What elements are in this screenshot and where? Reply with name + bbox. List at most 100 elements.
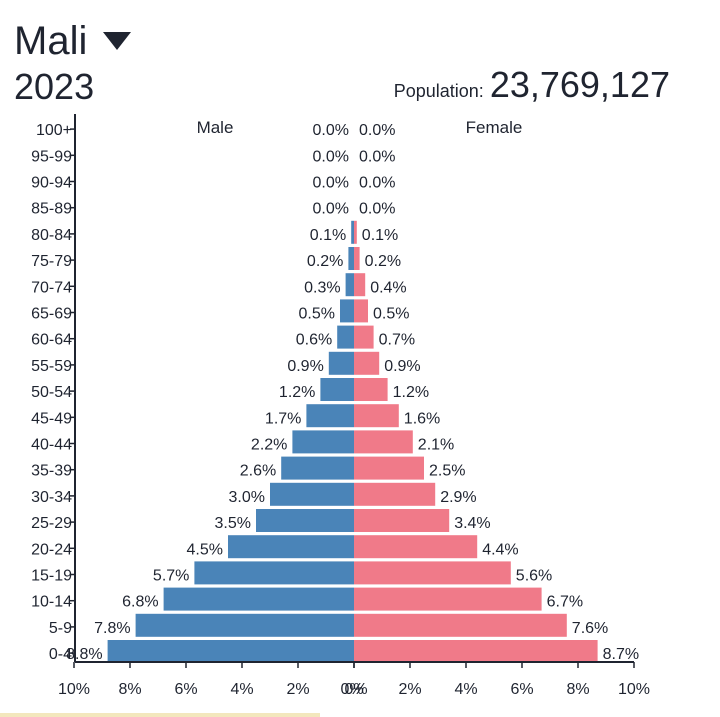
country-name: Mali [14, 19, 88, 63]
female-value-label: 1.6% [404, 410, 440, 427]
age-label: 75-79 [31, 253, 72, 270]
female-value-label: 0.5% [373, 306, 409, 323]
labels-layer: 100+ 0.0% 0.0% 95-99 0.0% 0.0% 90-94 0.0% 0.0% 85… [31, 118, 650, 698]
age-label: 30-34 [31, 489, 72, 506]
age-label: 90-94 [31, 175, 72, 192]
age-label: 55-59 [31, 358, 72, 375]
age-label: 45-49 [31, 410, 72, 427]
male-bar-5-9 [135, 613, 354, 637]
female-bar-75-79 [354, 247, 360, 270]
x-tick-label: 8% [566, 681, 589, 698]
age-label: 0-4 [49, 646, 72, 663]
male-value-label: 5.7% [153, 568, 189, 585]
female-value-label: 4.4% [482, 541, 518, 558]
country-selector[interactable]: Mali [14, 18, 132, 64]
male-value-label: 3.5% [215, 515, 251, 532]
bottom-accent-bar [0, 713, 320, 717]
male-bar-75-79 [348, 247, 354, 270]
female-bar-55-59 [354, 351, 380, 375]
female-bar-65-69 [354, 299, 368, 323]
male-bar-40-44 [292, 430, 354, 454]
male-value-label: 6.8% [122, 594, 158, 611]
female-value-label: 2.1% [418, 437, 454, 454]
age-label: 25-29 [31, 515, 72, 532]
population-value: 23,769,127 [489, 64, 670, 105]
age-label: 70-74 [31, 279, 72, 296]
male-value-label: 0.6% [296, 332, 332, 349]
female-bar-35-39 [354, 456, 424, 480]
male-value-label: 0.3% [304, 279, 340, 296]
male-value-label: 1.2% [279, 384, 315, 401]
chart-header: Mali 2023 Population: 23,769,127 [14, 14, 704, 114]
male-bar-25-29 [256, 509, 354, 532]
female-value-label: 5.6% [516, 568, 552, 585]
x-tick-label: 2% [286, 681, 309, 698]
female-bar-10-14 [354, 587, 542, 611]
male-value-label: 0.0% [313, 201, 349, 218]
female-bar-80-84 [354, 220, 357, 244]
x-tick-label: 4% [454, 681, 477, 698]
age-label: 15-19 [31, 568, 72, 585]
caret-down-icon[interactable] [103, 32, 132, 50]
male-value-label: 3.0% [229, 489, 265, 506]
male-value-label: 0.0% [313, 122, 349, 139]
male-bar-80-84 [351, 220, 354, 244]
female-value-label: 0.9% [384, 358, 420, 375]
x-tick-label: 0% [340, 681, 363, 698]
female-bar-30-34 [354, 482, 436, 506]
female-value-label: 0.0% [359, 122, 395, 139]
male-value-label: 2.6% [240, 463, 276, 480]
male-bar-70-74 [345, 273, 354, 297]
age-label: 95-99 [31, 148, 72, 165]
female-bar-15-19 [354, 561, 511, 585]
female-value-label: 0.0% [359, 148, 395, 165]
female-bar-0-4 [354, 640, 598, 663]
female-value-label: 0.1% [362, 227, 398, 244]
x-tick-label: 2% [398, 681, 421, 698]
female-value-label: 0.2% [365, 253, 401, 270]
female-value-label: 0.0% [359, 175, 395, 192]
age-label: 35-39 [31, 463, 72, 480]
legend-male: Male [197, 118, 234, 137]
male-bar-55-59 [328, 351, 354, 375]
female-value-label: 2.9% [440, 489, 476, 506]
age-label: 85-89 [31, 201, 72, 218]
male-value-label: 0.2% [307, 253, 343, 270]
female-bar-40-44 [354, 430, 413, 454]
male-bar-60-64 [337, 325, 354, 349]
male-value-label: 0.5% [299, 306, 335, 323]
male-bar-30-34 [270, 482, 354, 506]
age-label: 65-69 [31, 306, 72, 323]
male-bar-20-24 [228, 535, 354, 559]
male-bar-35-39 [281, 456, 354, 480]
female-value-label: 1.2% [393, 384, 429, 401]
x-tick-label: 10% [618, 681, 650, 698]
male-value-label: 0.9% [287, 358, 323, 375]
female-value-label: 2.5% [429, 463, 465, 480]
female-bar-25-29 [354, 509, 450, 532]
x-tick-label: 6% [174, 681, 197, 698]
male-value-label: 7.8% [94, 620, 130, 637]
bars-layer [107, 220, 598, 663]
year-label: 2023 [14, 66, 95, 107]
male-value-label: 0.1% [310, 227, 346, 244]
female-value-label: 0.0% [359, 201, 395, 218]
female-value-label: 8.7% [603, 646, 639, 663]
x-tick-label: 8% [118, 681, 141, 698]
male-value-label: 0.0% [313, 175, 349, 192]
population-readout: Population: 23,769,127 [394, 64, 670, 106]
age-label: 5-9 [49, 620, 72, 637]
age-label: 80-84 [31, 227, 72, 244]
axes-layer [70, 114, 635, 668]
x-tick-label: 6% [510, 681, 533, 698]
female-bar-20-24 [354, 535, 478, 559]
male-value-label: 4.5% [187, 541, 223, 558]
female-value-label: 6.7% [547, 594, 583, 611]
female-bar-50-54 [354, 378, 388, 401]
age-label: 10-14 [31, 594, 72, 611]
x-tick-label: 4% [230, 681, 253, 698]
female-value-label: 7.6% [572, 620, 608, 637]
female-bar-45-49 [354, 404, 399, 428]
age-label: 60-64 [31, 332, 72, 349]
